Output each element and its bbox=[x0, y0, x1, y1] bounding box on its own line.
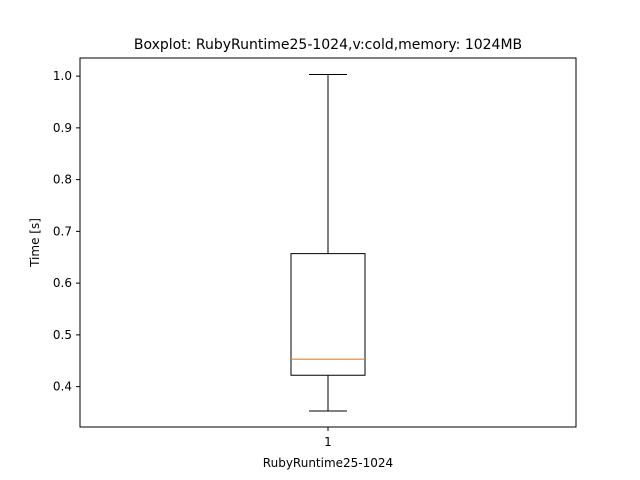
plot-frame bbox=[79, 57, 577, 428]
y-axis-ticks: 0.4 0.5 0.6 0.7 0.8 0.9 1.0 bbox=[53, 69, 80, 394]
y-tick-label: 0.7 bbox=[53, 224, 72, 238]
iqr-box bbox=[290, 253, 366, 376]
x-axis-label: RubyRuntime25-1024 bbox=[263, 456, 393, 470]
x-tick-label: 1 bbox=[324, 435, 332, 449]
y-tick-label: 0.8 bbox=[53, 173, 72, 187]
chart-title: Boxplot: RubyRuntime25-1024,v:cold,memor… bbox=[134, 37, 522, 53]
y-tick-label: 0.9 bbox=[53, 121, 72, 135]
y-tick-label: 0.6 bbox=[53, 276, 72, 290]
y-tick-label: 0.4 bbox=[53, 380, 72, 394]
box-series bbox=[290, 74, 366, 412]
x-axis-ticks: 1 bbox=[324, 427, 332, 449]
y-tick-label: 1.0 bbox=[53, 69, 72, 83]
box-1 bbox=[290, 74, 366, 412]
y-tick-label: 0.5 bbox=[53, 328, 72, 342]
y-axis-label: Time [s] bbox=[28, 218, 42, 268]
